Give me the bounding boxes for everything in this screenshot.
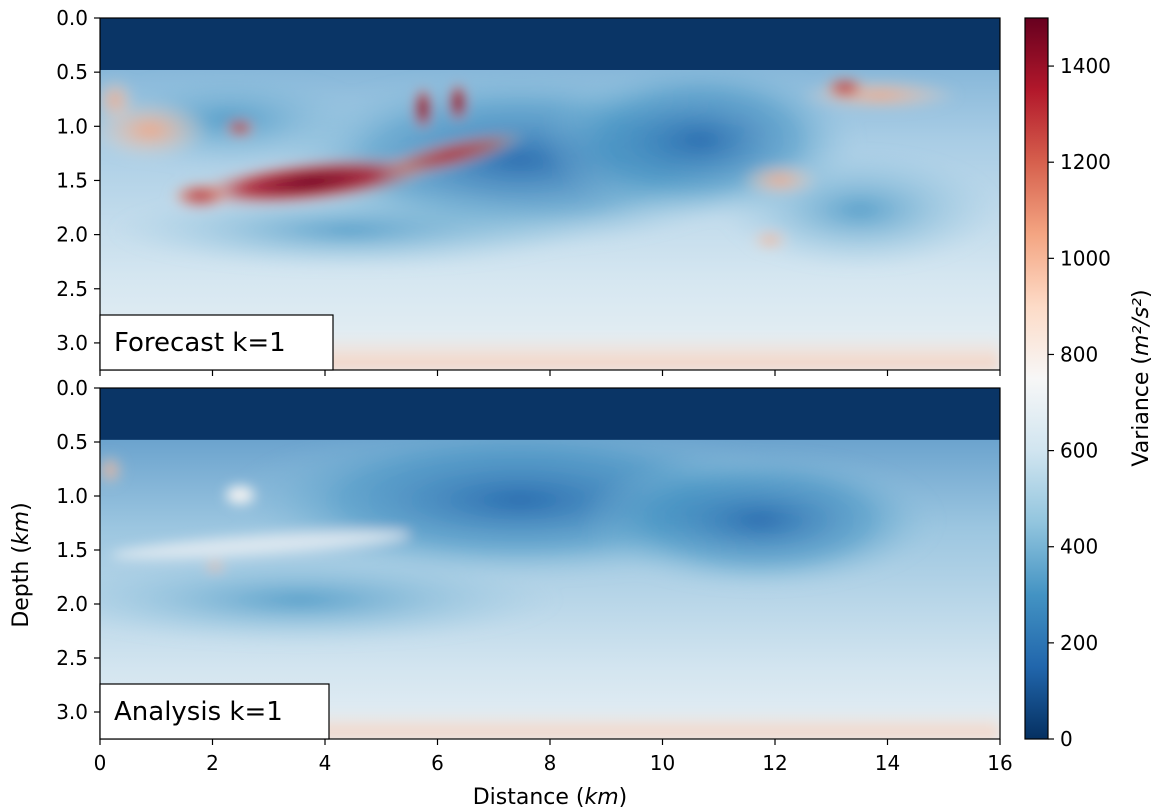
y-tick-label: 1.5 — [56, 538, 88, 562]
x-tick-label: 6 — [431, 751, 444, 775]
forecast-label: Forecast k=1 — [114, 328, 286, 358]
y-tick-label: 1.0 — [56, 114, 88, 138]
forecast-panel — [100, 18, 1000, 370]
forecast-blob — [100, 78, 135, 122]
x-axis-label: Distance (km) — [473, 785, 628, 810]
y-tick-label: 0.5 — [56, 60, 88, 84]
x-tick-label: 0 — [94, 751, 107, 775]
colorbar: 0 200 400 600 800 1000 1200 1400 Variance (m²/s… — [1024, 17, 1154, 751]
colorbar-tick-label: 800 — [1060, 342, 1098, 366]
forecast-label-box: Forecast k=1 — [99, 314, 334, 371]
y-tick-label: 0.0 — [56, 376, 88, 400]
colorbar-tick-label: 1200 — [1060, 150, 1111, 174]
colorbar-bar — [1024, 17, 1049, 740]
y-tick-label: 3.0 — [56, 331, 88, 355]
y-tick-label: 2.5 — [56, 277, 88, 301]
forecast-blob — [823, 76, 867, 100]
colorbar-tick-label: 1000 — [1060, 246, 1111, 270]
x-tick-label: 4 — [319, 751, 332, 775]
forecast-blob — [750, 230, 790, 250]
analysis-label-box: Analysis k=1 — [99, 683, 330, 740]
analysis-panel — [100, 388, 1000, 739]
y-tick-label: 0.0 — [56, 6, 88, 30]
forecast-moderate-band — [740, 164, 820, 196]
colorbar-ticks: 0 200 400 600 800 1000 1200 1400 — [1048, 54, 1111, 751]
y-tick-label: 0.5 — [56, 430, 88, 454]
analysis-heatmap-features — [100, 420, 1000, 739]
forecast-moderate-band — [800, 79, 960, 111]
y-tick-label: 2.0 — [56, 592, 88, 616]
colorbar-label: Variance (m²/s²) — [1129, 289, 1154, 466]
analysis-low-zone — [100, 555, 560, 645]
analysis-y-axis: 0.0 0.5 1.0 1.5 2.0 2.5 3.0 — [56, 376, 100, 724]
x-axis: 0 2 4 6 8 10 12 14 16 — [94, 370, 1013, 775]
forecast-high-band — [190, 156, 430, 208]
colorbar-tick-label: 400 — [1060, 535, 1098, 559]
y-tick-label: 3.0 — [56, 700, 88, 724]
analysis-low-zone — [580, 450, 940, 590]
x-tick-label: 16 — [987, 751, 1012, 775]
x-tick-label: 10 — [650, 751, 675, 775]
x-tick-label: 8 — [544, 751, 557, 775]
y-tick-label: 1.5 — [56, 168, 88, 192]
colorbar-tick-label: 0 — [1060, 727, 1073, 751]
x-tick-label: 14 — [875, 751, 900, 775]
analysis-label: Analysis k=1 — [114, 697, 283, 727]
forecast-blob — [224, 118, 256, 138]
forecast-blob — [413, 86, 433, 130]
forecast-water-layer — [100, 18, 1000, 70]
analysis-blob — [100, 454, 124, 486]
colorbar-tick-label: 200 — [1060, 631, 1098, 655]
forecast-y-axis: 0.0 0.5 1.0 1.5 2.0 2.5 3.0 — [56, 6, 100, 355]
analysis-water-layer — [100, 388, 1000, 440]
y-tick-label: 1.0 — [56, 484, 88, 508]
forecast-low-zone — [110, 190, 590, 270]
colorbar-tick-label: 600 — [1060, 439, 1098, 463]
forecast-high-band — [170, 182, 230, 210]
analysis-blob — [203, 559, 227, 573]
forecast-blob — [448, 82, 468, 122]
y-tick-label: 2.5 — [56, 646, 88, 670]
analysis-blob — [226, 486, 254, 504]
y-tick-label: 2.0 — [56, 223, 88, 247]
analysis-moderate-band — [110, 530, 410, 560]
forecast-heatmap-features — [100, 60, 1000, 370]
y-axis-label: Depth (km) — [9, 502, 34, 627]
x-tick-label: 12 — [762, 751, 787, 775]
x-tick-label: 2 — [206, 751, 219, 775]
colorbar-tick-label: 1400 — [1060, 54, 1111, 78]
